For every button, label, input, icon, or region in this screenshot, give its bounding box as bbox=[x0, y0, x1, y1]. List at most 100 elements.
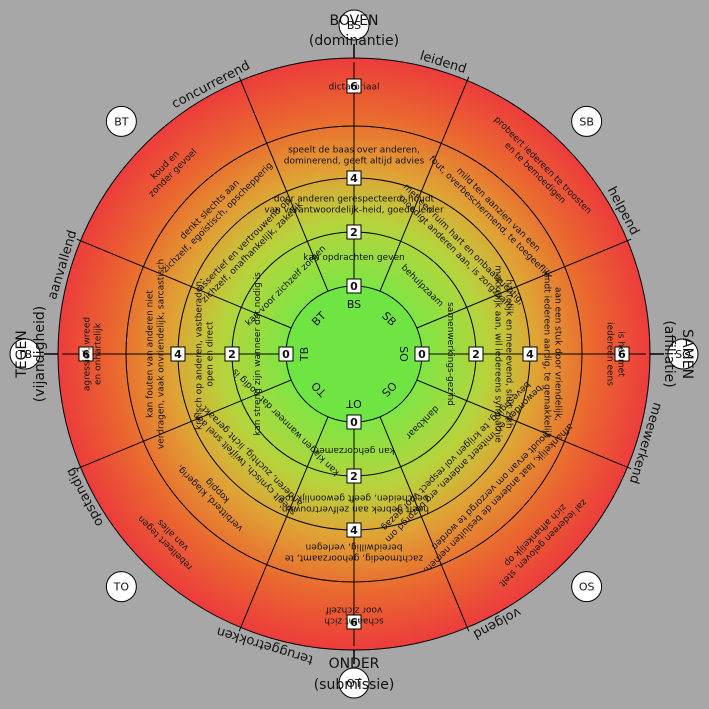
axis-bottom-title: ONDER bbox=[329, 656, 380, 672]
sector-code-so: SO bbox=[675, 348, 691, 361]
scale-box bbox=[414, 346, 430, 362]
scale-number: 6 bbox=[350, 616, 358, 629]
scale-number: 2 bbox=[228, 348, 236, 361]
scale-box bbox=[346, 414, 362, 430]
ring-text-tb: en onhartelijk bbox=[94, 322, 104, 385]
axis-right-subtitle: (affiliatie) bbox=[661, 320, 677, 387]
sector-divider bbox=[416, 379, 632, 470]
scale-box bbox=[346, 522, 362, 538]
ring-text-bs: kan opdrachten geven bbox=[303, 253, 404, 263]
sector-code-circle bbox=[105, 105, 137, 137]
ring-text-tb: kritisch op anderen, vastberaden, bbox=[195, 278, 205, 430]
scale-number: 2 bbox=[350, 226, 358, 239]
inner-code-bs: BS bbox=[347, 298, 361, 311]
ring-text-ot: bescheiden, geeft gewoonlijk toe bbox=[279, 493, 428, 503]
ring-text-ot: kan gehoorzamen bbox=[313, 445, 394, 455]
scale-box bbox=[78, 346, 94, 362]
ring-text-so: hartelijk en meelevend, sluit zich bbox=[504, 279, 514, 428]
sector-divider bbox=[76, 238, 292, 329]
scale-number: 2 bbox=[472, 348, 480, 361]
scale-box bbox=[346, 78, 362, 94]
ring-text-tb: kan fouten van anderen niet bbox=[146, 290, 156, 418]
sector-code-os: OS bbox=[579, 581, 595, 594]
axis-label-right: SAMEN (affiliatie) bbox=[661, 320, 695, 387]
scale-box bbox=[346, 278, 362, 294]
scale-box bbox=[468, 346, 484, 362]
ring-text-tb: verdragen, vaak onvriendelijk, sarcastis… bbox=[157, 259, 167, 449]
scale-number: 6 bbox=[350, 80, 358, 93]
scale-number: 4 bbox=[526, 348, 534, 361]
scale-number: 0 bbox=[350, 280, 358, 293]
scale-number: 0 bbox=[418, 348, 426, 361]
ring-text-ot: heeft gebrek aan zelfvertrouwen, bbox=[279, 504, 429, 514]
scale-box bbox=[170, 346, 186, 362]
ring-text-so: is het met bbox=[616, 331, 626, 377]
scale-box bbox=[224, 346, 240, 362]
ring-text-so: samenwerkings-gezind bbox=[445, 302, 455, 406]
ring-text-so: iedereen eens bbox=[605, 322, 615, 386]
scale-number: 6 bbox=[82, 348, 90, 361]
axis-top-title: BOVEN bbox=[329, 13, 378, 29]
axis-left-subtitle: (vijandigheid) bbox=[32, 306, 48, 402]
scale-number: 0 bbox=[282, 348, 290, 361]
inner-code-so: SO bbox=[397, 346, 410, 362]
ring-text-so: aan een stuk door vriendelijk, bbox=[553, 287, 563, 421]
inner-code-tb: TB bbox=[298, 347, 311, 362]
scale-box bbox=[346, 170, 362, 186]
ring-text-tb: open en direct bbox=[206, 321, 216, 387]
scale-box bbox=[278, 346, 294, 362]
sector-code-bs: BS bbox=[347, 19, 361, 32]
scale-box bbox=[522, 346, 538, 362]
scale-number: 2 bbox=[350, 470, 358, 483]
sector-code-circle bbox=[571, 571, 603, 603]
ring-text-ot: voor zichzelf bbox=[325, 605, 383, 615]
sector-code-circle bbox=[9, 338, 41, 370]
scale-number: 6 bbox=[618, 348, 626, 361]
axis-label-top: BOVEN (dominantie) bbox=[309, 13, 399, 49]
sector-code-circle bbox=[338, 667, 370, 699]
scale-number: 4 bbox=[350, 524, 358, 537]
sector-code-circle bbox=[105, 571, 137, 603]
ring-text-so: makkelijk aan, wil iedereens sympathie bbox=[493, 265, 503, 443]
scale-number: 4 bbox=[350, 172, 358, 185]
ring-text-bs: van verantwoordelijk-heid, goede leider bbox=[264, 206, 444, 216]
ring-text-bs: dominerend, geeft altijd advies bbox=[284, 157, 425, 167]
sector-divider bbox=[238, 76, 329, 292]
ring-text-bs: dictatoriaal bbox=[329, 83, 380, 93]
sector-divider bbox=[416, 238, 632, 329]
axis-right-title: SAMEN bbox=[679, 329, 695, 379]
scale-box bbox=[614, 346, 630, 362]
ring-text-bs: speelt de baas over anderen, bbox=[288, 146, 420, 156]
axis-label-left: TEGEN (vijandigheid) bbox=[14, 306, 48, 402]
ring-text-tb: kan streng zijn wanneer dat nodig is bbox=[253, 272, 263, 436]
axis-left-title: TEGEN bbox=[14, 330, 30, 379]
ring-text-bs: door anderen gerespecteerd, houdt bbox=[274, 195, 435, 205]
sector-code-circle bbox=[667, 338, 699, 370]
ring-text-tb: agressief, wreed bbox=[83, 317, 93, 391]
axis-bottom-subtitle: (submissie) bbox=[314, 677, 395, 693]
sector-divider bbox=[379, 76, 470, 292]
axis-label-bottom: ONDER (submissie) bbox=[314, 656, 395, 693]
sector-divider bbox=[76, 379, 292, 470]
ring-text-ot: schaamt zich bbox=[324, 616, 383, 626]
inner-code-ot: OT bbox=[346, 397, 362, 410]
scale-box bbox=[346, 614, 362, 630]
ring-text-so: vindt iedereen aardig, te gemakkelijk bbox=[542, 270, 552, 439]
sector-code-ot: OT bbox=[346, 677, 362, 690]
scale-number: 0 bbox=[350, 416, 358, 429]
sector-code-sb: SB bbox=[579, 115, 594, 128]
scale-box bbox=[346, 224, 362, 240]
ring-text-ot: zachtmoedig, gehoorzaamt, te bbox=[284, 553, 423, 563]
sector-code-to: TO bbox=[113, 581, 130, 594]
sector-divider bbox=[238, 416, 329, 632]
sector-code-circle bbox=[338, 9, 370, 41]
axis-top-subtitle: (dominantie) bbox=[309, 33, 399, 49]
scale-number: 4 bbox=[174, 348, 182, 361]
ring-text-ot: bereidwillig, verlegen bbox=[306, 542, 403, 552]
sector-code-circle bbox=[571, 105, 603, 137]
sector-divider bbox=[379, 416, 470, 632]
sector-code-bt: BT bbox=[114, 115, 129, 128]
sector-code-tb: TB bbox=[17, 348, 32, 361]
scale-box bbox=[346, 468, 362, 484]
